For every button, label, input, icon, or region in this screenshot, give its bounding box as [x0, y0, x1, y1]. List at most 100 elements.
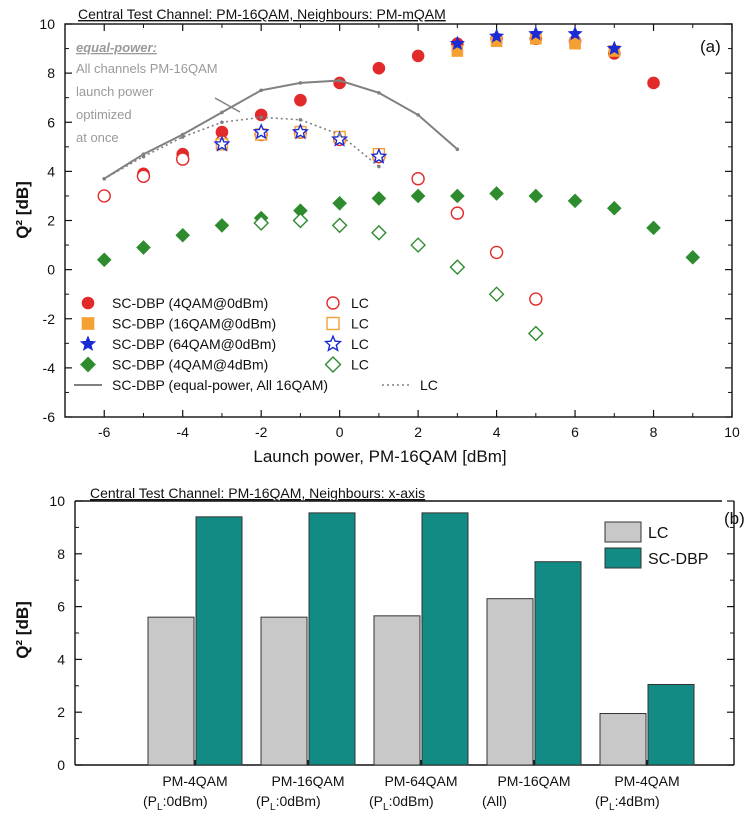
panel-b-legend: LC SC-DBP [604, 521, 708, 569]
data-point-diamond-filled [136, 240, 151, 255]
data-point-diamond-open [331, 217, 348, 234]
category-label: PM-4QAM [614, 773, 679, 789]
data-point-diamond-filled [528, 188, 544, 204]
sc-dbp-equal-power-curve [103, 79, 459, 180]
category-label: PM-16QAM [497, 773, 570, 789]
x-tick-label: 10 [724, 424, 740, 440]
data-point-diamond-filled [606, 200, 622, 216]
y-tick-label: -4 [43, 360, 56, 376]
data-point-star-filled [606, 40, 622, 55]
data-point-diamond-filled [214, 218, 230, 233]
category-sublabel-sub: L [270, 802, 276, 813]
y-tick-label: 2 [47, 213, 55, 229]
y-tick-label: -6 [43, 409, 56, 425]
data-point-diamond-open [410, 237, 426, 253]
curve-point [180, 135, 185, 139]
bar-sc-dbp [308, 512, 356, 766]
legend-marker [326, 316, 340, 331]
y-tick-label: 4 [57, 651, 65, 667]
equal-power-annotation: equal-power: All channels PM-16QAM launc… [76, 40, 241, 145]
legend-marker [80, 356, 96, 373]
bar-lc [599, 713, 647, 766]
category-sublabel: (PL:0dBm) [256, 793, 321, 813]
curve-point [337, 132, 342, 137]
data-point-circle-open [450, 206, 465, 220]
data-point-diamond-filled [175, 227, 191, 243]
curve-point [298, 117, 303, 122]
legend-label: LC [351, 316, 369, 332]
category-sublabel-pre: (P [369, 793, 383, 809]
curve-point [298, 81, 303, 85]
annotation-line: optimized [76, 107, 132, 122]
x-tick-label: 2 [414, 424, 422, 440]
panel-b-y-label: Q² [dB] [13, 601, 32, 659]
x-tick-label: 6 [571, 424, 579, 440]
data-point-star-open [370, 147, 388, 164]
category-sublabel: (All) [482, 793, 507, 809]
legend-label: SC-DBP (16QAM@0dBm) [112, 316, 276, 332]
data-point-diamond-filled [567, 193, 583, 209]
data-point-circle-open [489, 245, 504, 260]
data-point-star-filled [449, 35, 465, 51]
x-tick-label: -6 [98, 424, 111, 440]
data-point-diamond-filled [450, 188, 465, 204]
panel-a: Central Test Channel: PM-16QAM, Neighbou… [13, 6, 740, 466]
x-tick-label: 0 [336, 424, 344, 440]
curve-point [377, 90, 381, 95]
category-sublabel-sub: L [157, 802, 163, 813]
category-sublabel: (PL:0dBm) [369, 793, 434, 813]
y-tick-label: 4 [47, 163, 55, 179]
panel-a-label: (a) [700, 37, 721, 56]
y-tick-label: 0 [47, 262, 55, 278]
category-sublabel-pre: (P [595, 793, 609, 809]
legend-swatch [604, 547, 642, 569]
category-label: PM-16QAM [271, 773, 344, 789]
legend-marker [323, 334, 343, 352]
category-sublabel: (PL:0dBm) [143, 793, 208, 813]
x-tick-label: -2 [255, 424, 268, 440]
curve-point [259, 88, 263, 93]
data-point-circle-filled [254, 108, 268, 122]
bar-sc-dbp [421, 512, 469, 766]
panel-a-title: Central Test Channel: PM-16QAM, Neighbou… [78, 6, 446, 22]
data-point-star-open [291, 123, 309, 140]
data-point-diamond-filled [371, 191, 387, 206]
legend-marker [81, 296, 95, 310]
bar-lc [260, 616, 308, 766]
annotation-head: equal-power: [76, 40, 157, 55]
curve-point [377, 164, 381, 169]
category-sublabel-sub: L [383, 802, 389, 813]
data-point-circle-filled [294, 93, 307, 107]
legend-marker [326, 296, 340, 310]
curve-point [337, 78, 342, 83]
data-point-star-filled [567, 25, 583, 41]
data-point-diamond-open [292, 212, 309, 229]
y-tick-label: 6 [47, 114, 55, 130]
data-point-star-open [213, 135, 231, 152]
data-point-star-filled [528, 25, 544, 41]
bar-lc [147, 616, 195, 766]
y-tick-label: 2 [57, 704, 65, 720]
data-point-circle-open [529, 292, 543, 306]
curve-point [220, 120, 224, 125]
data-point-diamond-filled [646, 220, 661, 236]
data-point-diamond-open [449, 259, 466, 276]
legend-label: SC-DBP (equal-power, All 16QAM) [112, 377, 328, 393]
panel-a-y-label: Q² [dB] [13, 181, 32, 239]
category-label: PM-64QAM [384, 773, 457, 789]
category-sublabel: (PL:4dBm) [595, 793, 660, 813]
legend-label: LC [351, 357, 369, 373]
x-tick-label: 8 [650, 424, 658, 440]
lc-equal-power-curve [103, 116, 380, 180]
data-point-square-filled [569, 37, 581, 50]
y-tick-label: -2 [43, 311, 56, 327]
data-point-diamond-open [253, 215, 270, 231]
annotation-line: launch power [76, 84, 154, 99]
data-point-diamond-filled [332, 196, 347, 211]
data-point-star-open [331, 130, 349, 147]
data-point-diamond-filled [489, 186, 504, 201]
category-sublabel-post: :0dBm) [276, 793, 321, 809]
legend-label: SC-DBP (4QAM@0dBm) [112, 295, 268, 311]
data-point-diamond-open [488, 286, 505, 303]
